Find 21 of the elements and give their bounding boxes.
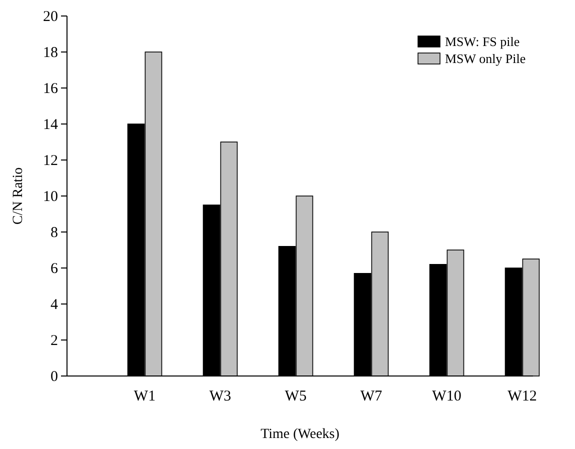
legend-label: MSW only Pile (445, 51, 526, 66)
x-tick-label: W5 (284, 388, 307, 405)
y-tick-label: 14 (43, 116, 58, 133)
x-tick-label: W1 (134, 388, 156, 405)
y-tick-label: 8 (50, 224, 58, 241)
x-axis-title: Time (Weeks) (260, 427, 340, 442)
y-tick-label: 20 (43, 8, 58, 25)
y-axis-title: C/N Ratio (11, 167, 26, 225)
y-tick-label: 4 (50, 296, 58, 313)
x-tick-label: W10 (432, 388, 462, 405)
y-tick-label: 18 (43, 44, 58, 61)
y-tick-label: 0 (50, 368, 58, 385)
legend-label: MSW: FS pile (445, 34, 520, 49)
y-tick-label: 2 (50, 332, 58, 349)
y-tick-label: 6 (50, 260, 58, 277)
y-tick-label: 10 (43, 188, 58, 205)
y-tick-label: 16 (43, 80, 58, 97)
x-tick-label: W3 (209, 388, 232, 405)
x-tick-label: W7 (360, 388, 383, 405)
y-tick-label: 12 (43, 152, 58, 169)
x-tick-label: W12 (508, 388, 537, 405)
